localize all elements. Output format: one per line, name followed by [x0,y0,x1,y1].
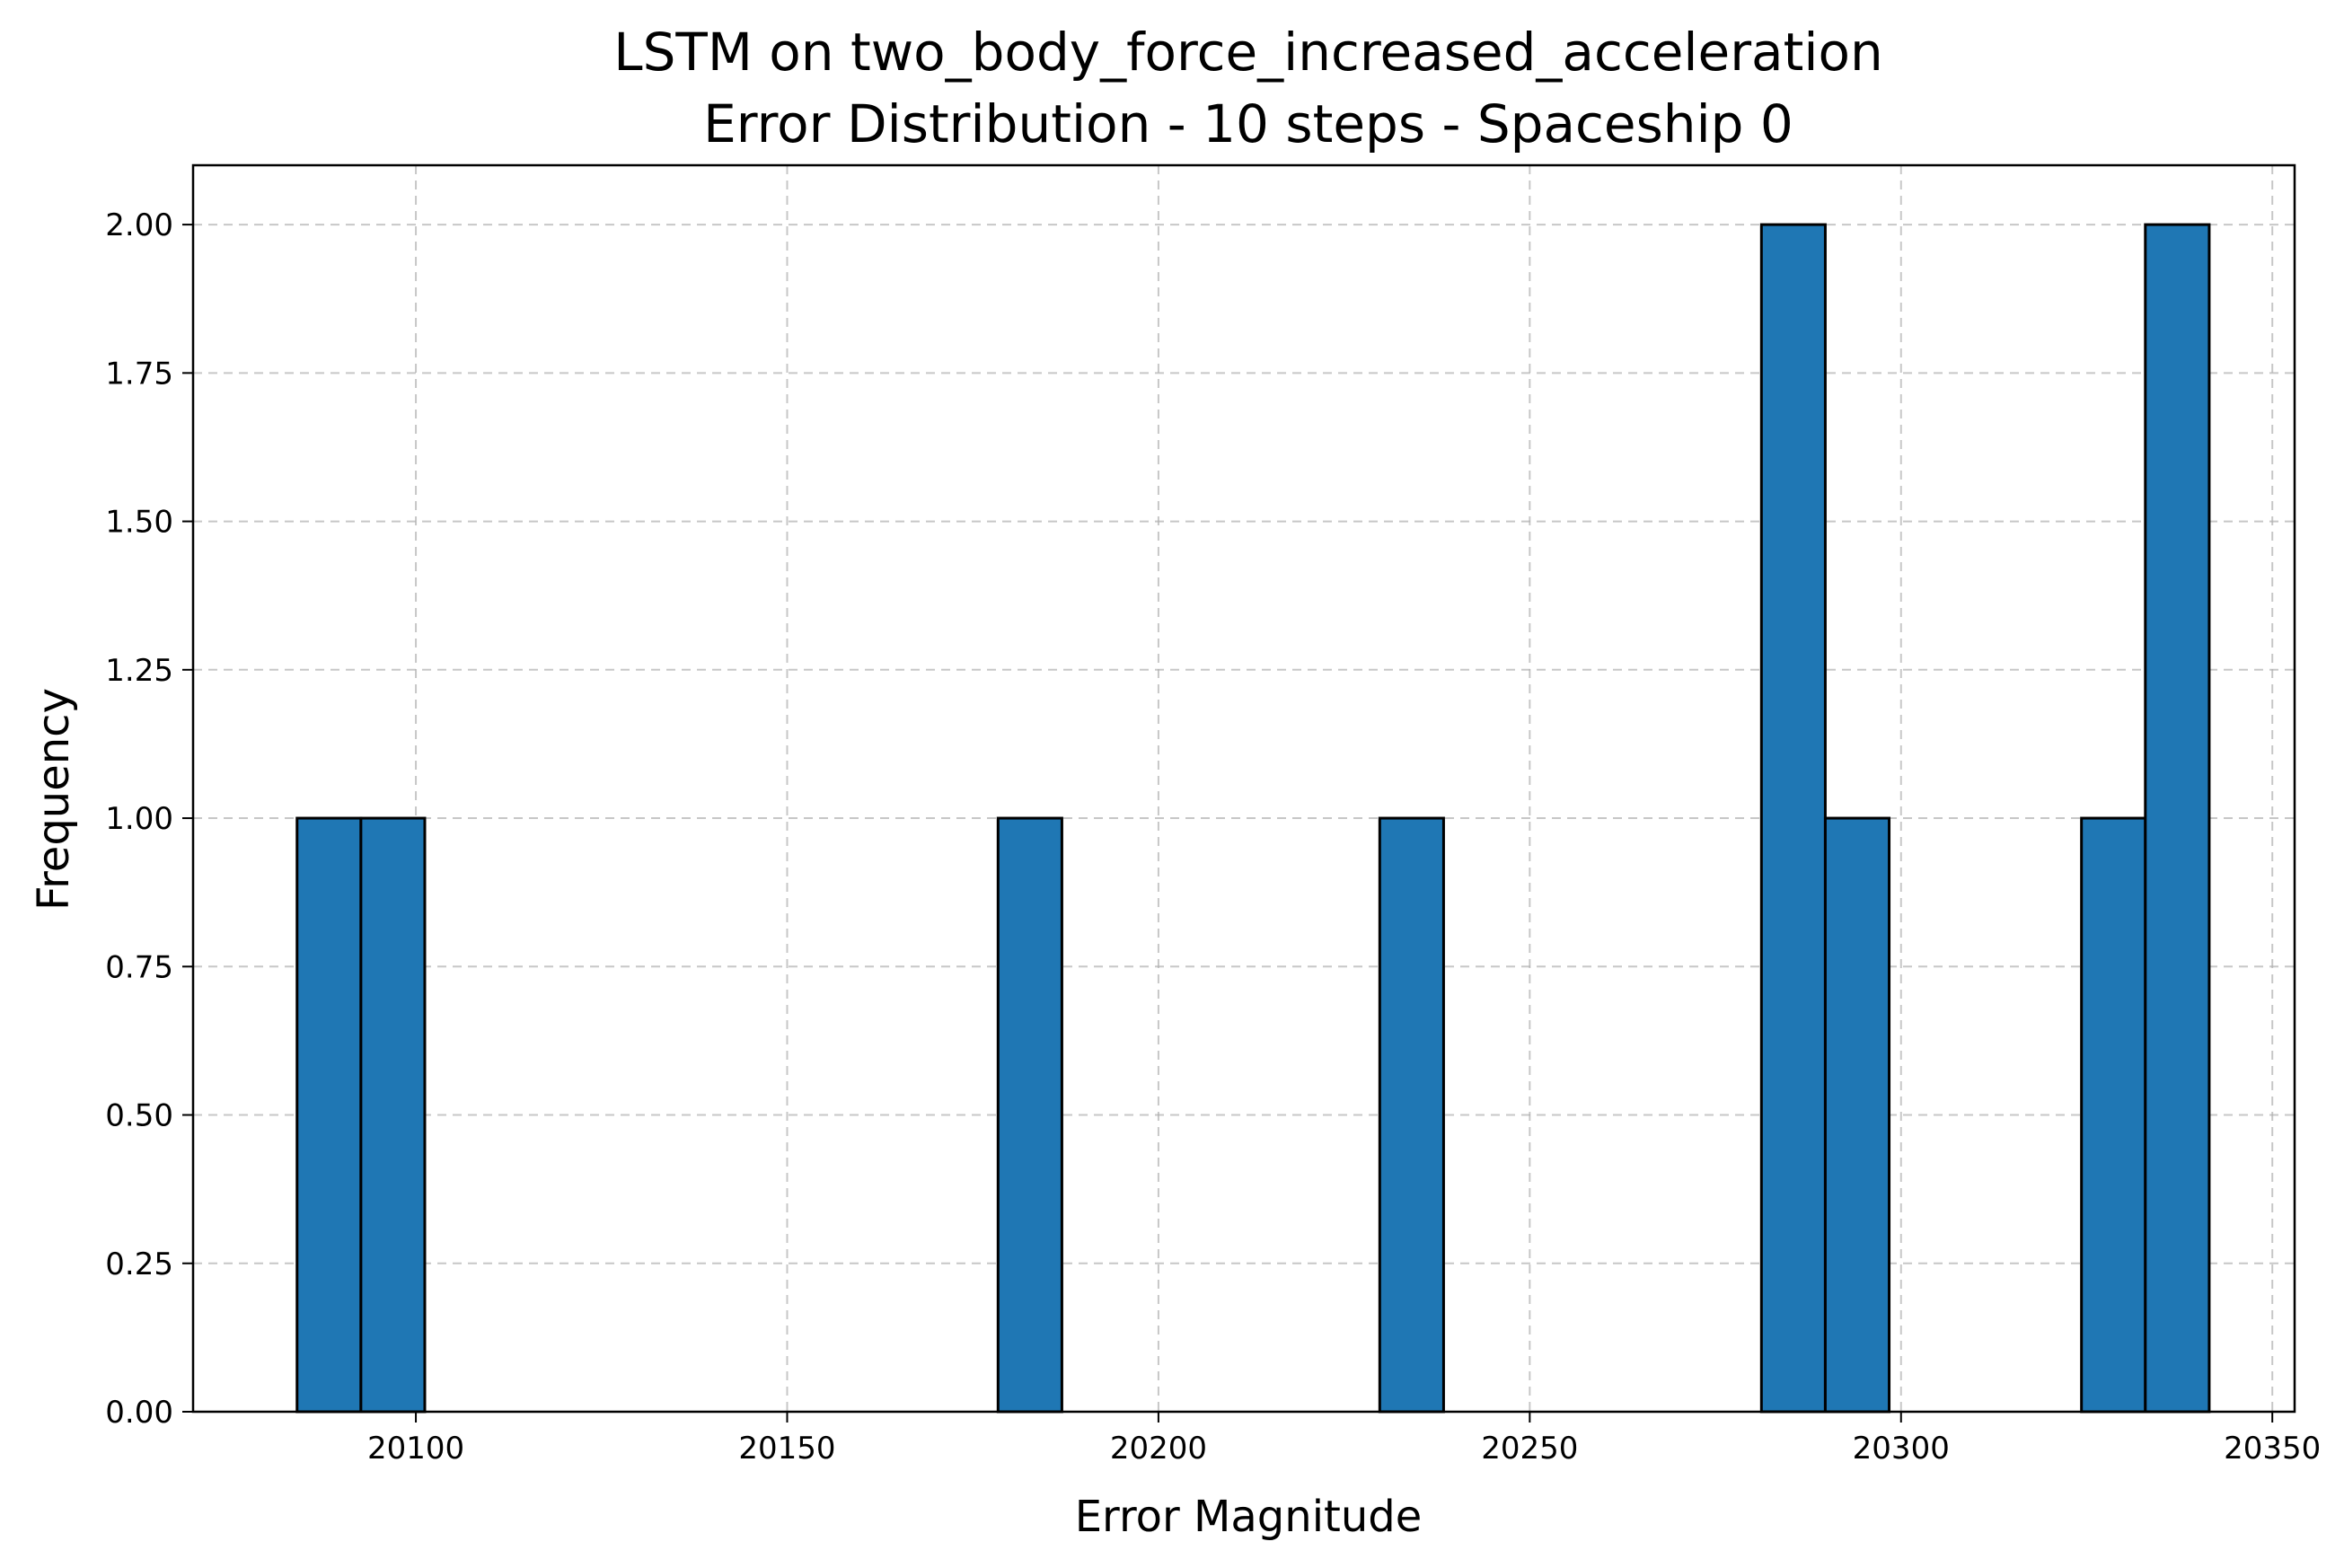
y-tick-label: 1.75 [105,356,173,392]
plot-frame [191,163,2296,1414]
x-tick-label: 20200 [1110,1431,1207,1467]
histogram-bar [1759,223,1827,1414]
histogram-bar [359,816,427,1414]
histogram-bars [295,223,2211,1414]
y-tick-label: 1.00 [105,801,173,837]
y-tick-label: 2.00 [105,207,173,243]
x-tick-label: 20350 [2224,1431,2321,1467]
y-tick-label: 1.25 [105,653,173,689]
y-tick-label: 0.50 [105,1098,173,1134]
histogram-bar [2080,816,2147,1414]
histogram-bar [1378,816,1445,1414]
x-axis-ticks: 20100 20150 20200 20250 20300 20350 [367,1412,2321,1467]
x-tick-label: 20100 [367,1431,464,1467]
y-tick-label: 0.75 [105,949,173,985]
x-tick-label: 20150 [738,1431,835,1467]
chart-title-line2: Error Distribution - 10 steps - Spaceshi… [703,93,1793,154]
y-tick-label: 0.25 [105,1246,173,1282]
x-axis-label: Error Magnitude [1075,1492,1423,1542]
grid-lines [193,165,2295,1413]
y-axis-ticks: 0.00 0.25 0.50 0.75 1.00 1.25 1.50 1.75 2.00 [105,207,193,1431]
y-axis-label: Frequency [29,688,79,911]
histogram-bar [295,816,363,1414]
y-tick-label: 1.50 [105,505,173,541]
y-tick-label: 0.00 [105,1395,173,1431]
chart-title-line1: LSTM on two_body_force_increased_acceler… [613,22,1882,83]
histogram-bar [1823,816,1891,1414]
histogram-bar [996,816,1063,1414]
x-tick-label: 20250 [1481,1431,1578,1467]
x-tick-label: 20300 [1853,1431,1950,1467]
histogram-bar [2144,223,2211,1414]
